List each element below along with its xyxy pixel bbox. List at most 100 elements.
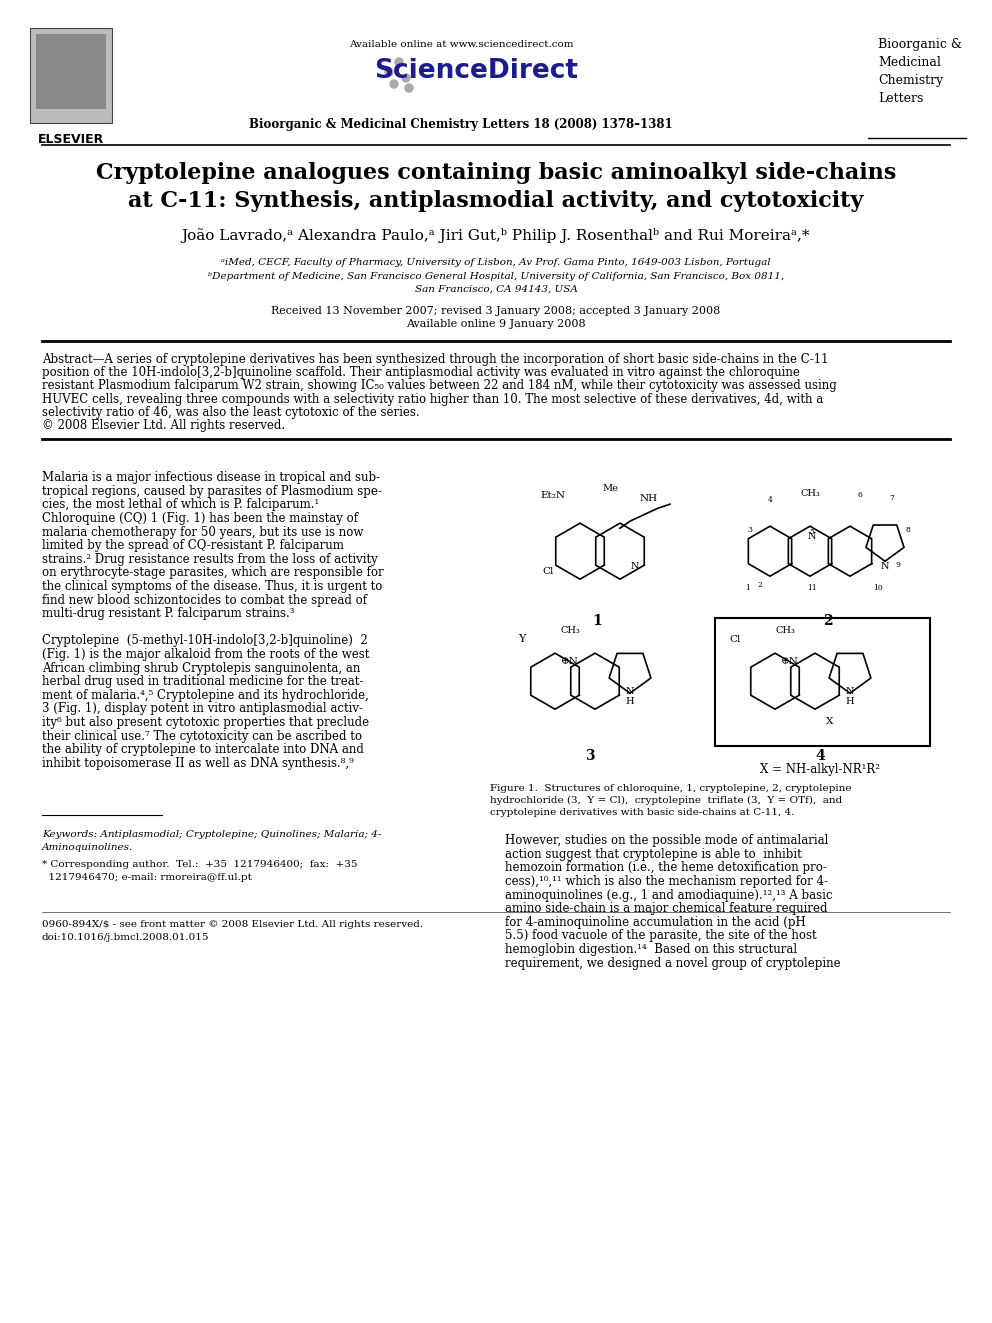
Text: San Francisco, CA 94143, USA: San Francisco, CA 94143, USA: [415, 284, 577, 294]
Text: CH₃: CH₃: [801, 490, 820, 499]
Text: hemoglobin digestion.¹⁴  Based on this structural: hemoglobin digestion.¹⁴ Based on this st…: [505, 943, 798, 957]
Text: Aminoquinolines.: Aminoquinolines.: [42, 843, 133, 852]
Text: their clinical use.⁷ The cytotoxicity can be ascribed to: their clinical use.⁷ The cytotoxicity ca…: [42, 729, 362, 742]
Text: 3 (Fig. 1), display potent in vitro antiplasmodial activ-: 3 (Fig. 1), display potent in vitro anti…: [42, 703, 363, 716]
Text: Keywords: Antiplasmodial; Cryptolepine; Quinolines; Malaria; 4-: Keywords: Antiplasmodial; Cryptolepine; …: [42, 831, 381, 839]
Text: doi:10.1016/j.bmcl.2008.01.015: doi:10.1016/j.bmcl.2008.01.015: [42, 934, 209, 942]
Text: 5: 5: [809, 528, 814, 536]
Text: tropical regions, caused by parasites of Plasmodium spe-: tropical regions, caused by parasites of…: [42, 484, 382, 497]
Text: Cryptolepine analogues containing basic aminoalkyl side-chains: Cryptolepine analogues containing basic …: [96, 161, 896, 184]
Text: on erythrocyte-stage parasites, which are responsible for: on erythrocyte-stage parasites, which ar…: [42, 566, 384, 579]
Text: Bioorganic & Medicinal Chemistry Letters 18 (2008) 1378–1381: Bioorganic & Medicinal Chemistry Letters…: [249, 118, 673, 131]
Text: N: N: [881, 562, 889, 570]
Text: (Fig. 1) is the major alkaloid from the roots of the west: (Fig. 1) is the major alkaloid from the …: [42, 648, 369, 662]
Text: NH: NH: [640, 495, 658, 503]
Text: ⊕N: ⊕N: [781, 656, 799, 665]
Bar: [36, 34, 106, 108]
Text: ScienceDirect: ScienceDirect: [374, 58, 578, 83]
Text: 2: 2: [822, 614, 832, 628]
Text: multi-drug resistant P. falciparum strains.³: multi-drug resistant P. falciparum strai…: [42, 607, 295, 620]
Text: 6: 6: [857, 491, 862, 499]
Text: © 2008 Elsevier Ltd. All rights reserved.: © 2008 Elsevier Ltd. All rights reserved…: [42, 419, 285, 433]
Text: malaria chemotherapy for 50 years, but its use is now: malaria chemotherapy for 50 years, but i…: [42, 525, 363, 538]
Text: HUVEC cells, revealing three compounds with a selectivity ratio higher than 10. : HUVEC cells, revealing three compounds w…: [42, 393, 823, 406]
Text: strains.² Drug resistance results from the loss of activity: strains.² Drug resistance results from t…: [42, 553, 378, 566]
Text: N
H: N H: [626, 687, 634, 706]
Text: ⊕N: ⊕N: [561, 656, 579, 665]
Text: 4: 4: [815, 749, 825, 763]
Bar: [490, 466, 942, 777]
Text: ᵃiMed, CECF, Faculty of Pharmacy, University of Lisbon, Av Prof. Gama Pinto, 164: ᵃiMed, CECF, Faculty of Pharmacy, Univer…: [221, 258, 771, 267]
Text: Available online 9 January 2008: Available online 9 January 2008: [406, 319, 586, 329]
Text: 2: 2: [758, 581, 763, 589]
Text: 0960-894X/$ - see front matter © 2008 Elsevier Ltd. All rights reserved.: 0960-894X/$ - see front matter © 2008 El…: [42, 921, 424, 929]
Text: Cl: Cl: [729, 635, 741, 644]
Text: X = NH-alkyl-NR¹R²: X = NH-alkyl-NR¹R²: [760, 763, 880, 777]
Text: N: N: [807, 532, 816, 541]
Text: African climbing shrub Cryptolepis sanguinolenta, an: African climbing shrub Cryptolepis sangu…: [42, 662, 360, 675]
Text: 3: 3: [748, 527, 753, 534]
Text: Figure 1.  Structures of chloroquine, 1, cryptolepine, 2, cryptolepine: Figure 1. Structures of chloroquine, 1, …: [490, 785, 851, 794]
Text: position of the 10H-indolo[3,2-b]quinoline scaffold. Their antiplasmodial activi: position of the 10H-indolo[3,2-b]quinoli…: [42, 366, 800, 380]
Bar: [715, 618, 930, 746]
Text: herbal drug used in traditional medicine for the treat-: herbal drug used in traditional medicine…: [42, 675, 363, 688]
Text: for 4-aminoquinoline accumulation in the acid (pH: for 4-aminoquinoline accumulation in the…: [505, 916, 806, 929]
Text: CH₃: CH₃: [775, 626, 795, 635]
Circle shape: [385, 67, 393, 75]
Text: the ability of cryptolepine to intercalate into DNA and: the ability of cryptolepine to intercala…: [42, 744, 364, 757]
Text: find new blood schizontocides to combat the spread of: find new blood schizontocides to combat …: [42, 594, 367, 607]
Text: Malaria is a major infectious disease in tropical and sub-: Malaria is a major infectious disease in…: [42, 471, 380, 484]
Bar: [30, 28, 112, 123]
Text: action suggest that cryptolepine is able to  inhibit: action suggest that cryptolepine is able…: [505, 848, 802, 861]
Text: inhibit topoisomerase II as well as DNA synthesis.⁸,⁹: inhibit topoisomerase II as well as DNA …: [42, 757, 354, 770]
Text: Bioorganic &
Medicinal
Chemistry
Letters: Bioorganic & Medicinal Chemistry Letters: [878, 38, 962, 105]
Text: at C-11: Synthesis, antiplasmodial activity, and cytotoxicity: at C-11: Synthesis, antiplasmodial activ…: [128, 191, 864, 212]
Text: Abstract—A series of cryptolepine derivatives has been synthesized through the i: Abstract—A series of cryptolepine deriva…: [42, 353, 828, 366]
Text: 3: 3: [585, 749, 595, 763]
Text: N
H: N H: [846, 687, 854, 706]
Text: 1: 1: [592, 614, 602, 628]
Text: Y: Y: [518, 634, 526, 644]
Text: 1: 1: [746, 585, 750, 593]
Text: 7: 7: [890, 495, 895, 503]
Text: CH₃: CH₃: [560, 626, 580, 635]
Circle shape: [405, 83, 413, 93]
Text: 5.5) food vacuole of the parasite, the site of the host: 5.5) food vacuole of the parasite, the s…: [505, 929, 816, 942]
Text: limited by the spread of CQ-resistant P. falciparum: limited by the spread of CQ-resistant P.…: [42, 540, 344, 552]
Text: hemozoin formation (i.e., the heme detoxification pro-: hemozoin formation (i.e., the heme detox…: [505, 861, 827, 875]
Text: Available online at www.sciencedirect.com: Available online at www.sciencedirect.co…: [349, 40, 573, 49]
Text: X: X: [826, 717, 833, 726]
Text: João Lavrado,ᵃ Alexandra Paulo,ᵃ Jiri Gut,ᵇ Philip J. Rosenthalᵇ and Rui Moreira: João Lavrado,ᵃ Alexandra Paulo,ᵃ Jiri Gu…: [182, 228, 810, 243]
Text: 11: 11: [807, 585, 816, 593]
Circle shape: [402, 74, 410, 82]
Text: Cryptolepine  (5-methyl-10H-indolo[3,2-b]quinoline)  2: Cryptolepine (5-methyl-10H-indolo[3,2-b]…: [42, 635, 368, 647]
Text: cies, the most lethal of which is P. falciparum.¹: cies, the most lethal of which is P. fal…: [42, 499, 319, 512]
Text: selectivity ratio of 46, was also the least cytotoxic of the series.: selectivity ratio of 46, was also the le…: [42, 406, 420, 419]
Text: Chloroquine (CQ) 1 (Fig. 1) has been the mainstay of: Chloroquine (CQ) 1 (Fig. 1) has been the…: [42, 512, 358, 525]
Circle shape: [390, 79, 398, 89]
Text: hydrochloride (3,  Y = Cl),  cryptolepine  triflate (3,  Y = OTf),  and: hydrochloride (3, Y = Cl), cryptolepine …: [490, 796, 842, 806]
Text: Et₂N: Et₂N: [540, 491, 565, 500]
Text: Cl: Cl: [543, 566, 554, 576]
Text: Received 13 November 2007; revised 3 January 2008; accepted 3 January 2008: Received 13 November 2007; revised 3 Jan…: [272, 306, 720, 316]
Text: ment of malaria.⁴,⁵ Cryptolepine and its hydrochloride,: ment of malaria.⁴,⁵ Cryptolepine and its…: [42, 689, 369, 701]
Circle shape: [395, 58, 403, 66]
Text: 8: 8: [906, 527, 911, 534]
Text: N: N: [631, 562, 639, 570]
Text: * Corresponding author.  Tel.:  +35  1217946400;  fax:  +35: * Corresponding author. Tel.: +35 121794…: [42, 860, 357, 869]
Text: cryptolepine derivatives with basic side-chains at C-11, 4.: cryptolepine derivatives with basic side…: [490, 808, 795, 818]
Text: However, studies on the possible mode of antimalarial: However, studies on the possible mode of…: [505, 835, 828, 847]
Text: aminoquinolines (e.g., 1 and amodiaquine).¹²,¹³ A basic: aminoquinolines (e.g., 1 and amodiaquine…: [505, 889, 832, 901]
Text: cess),¹⁰,¹¹ which is also the mechanism reported for 4-: cess),¹⁰,¹¹ which is also the mechanism …: [505, 875, 828, 888]
Text: the clinical symptoms of the disease. Thus, it is urgent to: the clinical symptoms of the disease. Th…: [42, 579, 382, 593]
Text: amino side-chain is a major chemical feature required: amino side-chain is a major chemical fea…: [505, 902, 827, 916]
Text: ᵇDepartment of Medicine, San Francisco General Hospital, University of Californi: ᵇDepartment of Medicine, San Francisco G…: [208, 273, 784, 280]
Text: ELSEVIER: ELSEVIER: [38, 134, 104, 146]
Text: 1217946470; e-mail: rmoreira@ff.ul.pt: 1217946470; e-mail: rmoreira@ff.ul.pt: [42, 873, 252, 882]
Text: 10: 10: [873, 585, 883, 593]
Text: Me: Me: [602, 484, 618, 493]
Text: ity⁶ but also present cytotoxic properties that preclude: ity⁶ but also present cytotoxic properti…: [42, 716, 369, 729]
Text: 9: 9: [896, 561, 901, 569]
Text: 4: 4: [768, 496, 773, 504]
Text: resistant Plasmodium falciparum W2 strain, showing IC₅₀ values between 22 and 18: resistant Plasmodium falciparum W2 strai…: [42, 380, 836, 393]
